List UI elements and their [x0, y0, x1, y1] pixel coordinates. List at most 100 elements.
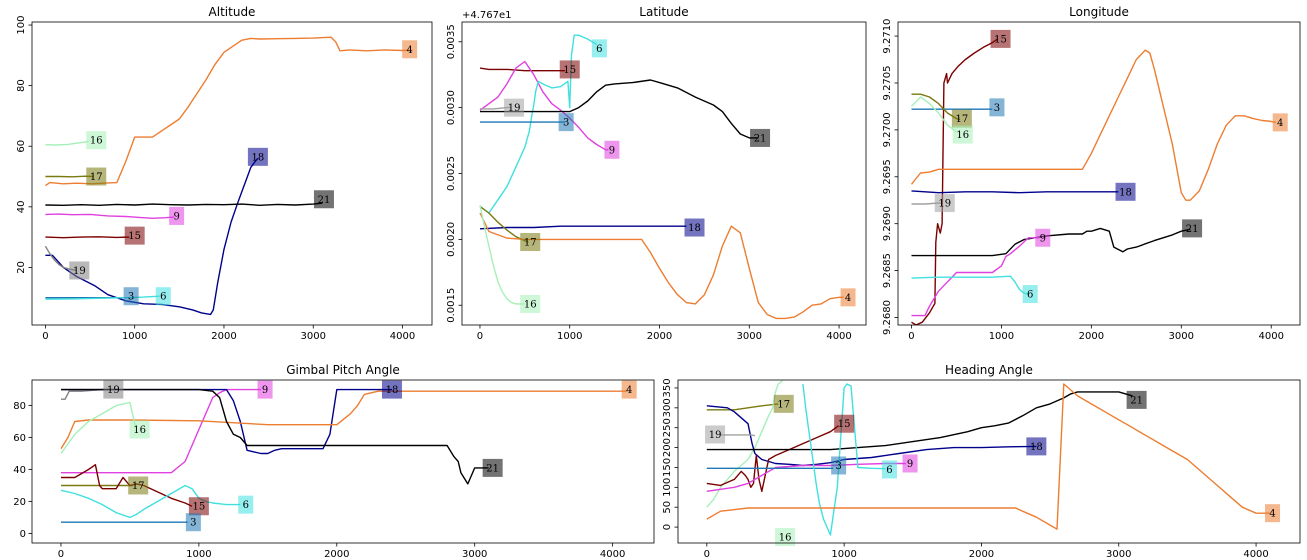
longitude-series-16-line: [910, 96, 957, 133]
altitude-series-4-tag: [402, 40, 418, 59]
longitude-title: Longitude: [1069, 5, 1129, 19]
latitude-series-9-label: 9: [609, 145, 615, 156]
longitude-xtick-label: 4000: [1258, 331, 1283, 342]
longitude-series-3-label: 3: [994, 103, 1000, 114]
heading-angle-xtick-label: 1000: [831, 549, 856, 560]
heading-angle-series-3-tag: [831, 456, 847, 475]
heading-angle-series-17-line: [706, 403, 779, 411]
latitude-series-15-line: [479, 67, 566, 72]
gimbal-pitch-angle-series-9-label: 9: [262, 385, 268, 396]
longitude-series-21-line: [911, 227, 1191, 257]
gimbal-pitch-angle-series-19-label: 19: [107, 385, 120, 396]
longitude-series-16-tag: [952, 125, 973, 144]
heading-angle-series-15-tag: [834, 414, 855, 433]
altitude-series-18-tag: [247, 147, 268, 166]
heading-angle-title: Heading Angle: [945, 363, 1033, 377]
altitude-series-6-tag: [155, 287, 171, 306]
heading-angle-xtick-label: 2000: [969, 549, 994, 560]
altitude-series-6-label: 6: [160, 292, 166, 303]
latitude-series-18-label: 18: [688, 223, 701, 234]
heading-angle-series-19-label: 19: [709, 430, 722, 441]
subplot-latitude: Latitude +4.767e1 15 9 6 19 21 3 18 17 4 16 0 1000 200…: [446, 5, 867, 342]
longitude-series-16-label: 16: [956, 130, 969, 141]
longitude-series-17-tag: [951, 109, 972, 128]
latitude-series-18-line: [479, 225, 687, 230]
subplot-longitude: Longitude 15 3 17 16 4 18 19 21 9 6 0 1000 2000 3000 40…: [882, 5, 1301, 342]
altitude-title: Altitude: [209, 5, 256, 19]
longitude-xtick-label: 2000: [1079, 331, 1104, 342]
altitude-series-19-tag: [69, 261, 90, 280]
altitude-series-18-line: [45, 157, 259, 316]
altitude-xtick-label: 4000: [390, 331, 415, 342]
latitude-series-6-tag: [591, 39, 607, 58]
heading-angle-series-4-line: [706, 383, 1270, 530]
altitude-xtick-label: 0: [42, 331, 48, 342]
longitude-ytick-label: 9.2685: [882, 253, 893, 288]
gimbal-pitch-angle-series-6-line: [60, 484, 241, 519]
longitude-ytick-label: 9.2700: [882, 112, 893, 147]
heading-angle-ytick-label: 0: [662, 524, 673, 530]
gimbal-pitch-angle-series-4-line: [60, 390, 627, 450]
altitude-xtick-label: 2000: [211, 331, 236, 342]
latitude-series-3-label: 3: [563, 118, 569, 129]
altitude-series-19-label: 19: [73, 266, 86, 277]
latitude-series-21-tag: [750, 128, 771, 147]
longitude-series-4-label: 4: [1277, 118, 1283, 129]
gimbal-pitch-angle-ytick-label: 80: [13, 401, 26, 412]
gimbal-pitch-angle-series-21-label: 21: [486, 463, 499, 474]
latitude-series-9-line: [479, 60, 609, 151]
longitude-series-21-tag: [1182, 219, 1203, 238]
longitude-series-9-label: 9: [1040, 233, 1046, 244]
latitude-series-3-tag: [558, 113, 574, 132]
heading-angle-series-17-label: 17: [777, 399, 790, 410]
altitude-series-15-line: [45, 236, 130, 239]
heading-angle-ytick-label: 100: [662, 478, 673, 497]
latitude-ytick-label: 0.0035: [446, 24, 457, 59]
latitude-series-18-tag: [684, 218, 705, 237]
altitude-series-16-label: 16: [90, 136, 103, 147]
gimbal-pitch-angle-ytick-label: 20: [13, 497, 26, 508]
heading-angle-series-19-tag: [705, 425, 726, 444]
altitude-series-9-tag: [169, 206, 185, 225]
heading-angle-series-19-line: [720, 434, 756, 437]
longitude-ytick-label: 9.2690: [882, 206, 893, 241]
latitude-series-21-label: 21: [754, 133, 767, 144]
longitude-plot-area: [910, 38, 1276, 325]
gimbal-pitch-angle-series-3-label: 3: [190, 518, 196, 529]
latitude-xtick-label: 0: [477, 331, 483, 342]
gimbal-pitch-angle-series-15-label: 15: [193, 502, 206, 513]
heading-angle-series-6-line: [802, 383, 886, 536]
heading-angle-series-18-label: 18: [1030, 442, 1043, 453]
longitude-series-4-line: [910, 49, 1276, 201]
latitude-series-6-line: [479, 34, 598, 214]
longitude-series-15-label: 15: [994, 34, 1007, 45]
longitude-series-6-tag: [1022, 285, 1038, 304]
latitude-series-16-label: 16: [524, 299, 537, 310]
gimbal-pitch-angle-ytick-label: 60: [13, 433, 26, 444]
altitude-series-15-tag: [124, 226, 145, 245]
latitude-series-19-label: 19: [508, 103, 521, 114]
altitude-xtick-label: 1000: [122, 331, 147, 342]
gimbal-pitch-angle-series-4-tag: [621, 380, 637, 399]
heading-angle-series-21-tag: [1126, 390, 1147, 409]
latitude-series-17-tag: [520, 233, 541, 252]
altitude-series-3-label: 3: [128, 292, 134, 303]
longitude-series-9-line: [911, 237, 1040, 317]
latitude-title: Latitude: [639, 5, 688, 19]
heading-angle-series-6-tag: [881, 460, 897, 479]
longitude-series-9-tag: [1035, 228, 1051, 247]
altitude-series-9-label: 9: [173, 211, 179, 222]
altitude-series-6-line: [45, 295, 160, 300]
gimbal-pitch-angle-series-15-tag: [188, 497, 209, 516]
heading-angle-series-4-tag: [1265, 504, 1281, 523]
latitude-series-4-tag: [840, 288, 856, 307]
longitude-series-15-tag: [990, 29, 1011, 48]
heading-angle-ytick-label: 350: [662, 378, 673, 397]
heading-angle-axes-frame: [677, 379, 1301, 544]
heading-angle-ytick-label: 150: [662, 458, 673, 477]
latitude-series-4-line: [479, 212, 844, 320]
gimbal-pitch-angle-series-18-label: 18: [386, 385, 399, 396]
heading-angle-series-16-label: 16: [779, 533, 792, 544]
